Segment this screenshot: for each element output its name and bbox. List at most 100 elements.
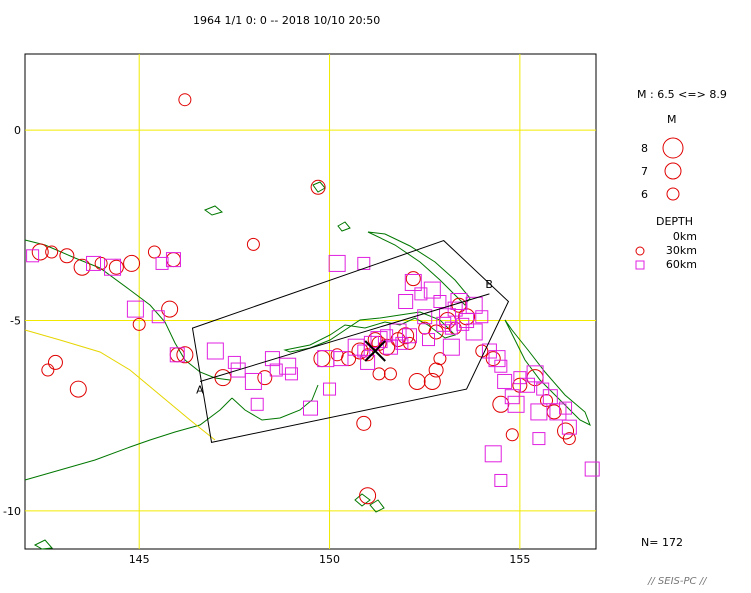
legend-depth-marker xyxy=(635,246,645,256)
chart-title: 1964 1/1 0: 0 -- 2018 10/10 20:50 xyxy=(193,14,380,27)
quake-deep xyxy=(422,333,436,347)
plot-frame xyxy=(24,53,597,550)
legend-magnitude: 8 7 6 xyxy=(641,137,684,201)
coastline-islet-e xyxy=(33,539,54,550)
cross-section-box xyxy=(191,240,510,443)
quake-shallow xyxy=(372,367,386,381)
quake-deep xyxy=(26,249,40,263)
coastline-islet-d xyxy=(369,499,385,513)
quake-shallow xyxy=(451,297,467,313)
quake-shallow xyxy=(405,271,421,287)
quake-deep xyxy=(433,295,447,308)
quake-deep xyxy=(507,395,525,413)
quake-deep xyxy=(230,362,246,378)
quake-deep xyxy=(450,293,468,310)
quake-shallow xyxy=(59,248,75,264)
quake-deep xyxy=(497,373,513,389)
quake-deep xyxy=(264,351,280,367)
quake-deep xyxy=(227,355,241,369)
quake-shallow xyxy=(176,346,194,364)
quake-deep xyxy=(494,473,508,487)
quake-shallow xyxy=(246,237,260,251)
quake-deep xyxy=(401,328,417,344)
y-tick-label: -10 xyxy=(3,505,21,518)
quake-deep xyxy=(584,461,600,477)
legend-depth-label: 30km xyxy=(666,244,697,257)
coastline-islet-b xyxy=(337,221,351,232)
x-tick-label: 150 xyxy=(319,553,340,566)
quake-deep xyxy=(488,350,506,368)
quake-deep xyxy=(104,258,122,276)
quake-shallow xyxy=(546,404,562,420)
quake-deep xyxy=(151,310,165,324)
quake-deep xyxy=(303,400,318,416)
legend-m-marker xyxy=(664,162,682,180)
legend-depth-marker xyxy=(635,260,645,270)
quake-deep xyxy=(561,419,577,435)
quake-deep xyxy=(395,336,409,350)
quake-shallow xyxy=(505,428,519,442)
quake-deep xyxy=(244,372,262,390)
quake-deep xyxy=(417,309,433,325)
quake-deep xyxy=(414,287,428,301)
quake-shallow xyxy=(214,369,232,387)
cross-section-label-a: A xyxy=(196,383,204,396)
quake-deep xyxy=(549,403,567,421)
quake-deep xyxy=(398,294,414,309)
cross-section: AB xyxy=(191,240,510,443)
quake-deep xyxy=(165,252,181,268)
legend-m-label: 6 xyxy=(641,188,648,201)
quake-deep xyxy=(536,382,550,396)
x-tick-label: 155 xyxy=(509,553,530,566)
quake-deep xyxy=(439,308,457,326)
quake-shallow xyxy=(165,252,181,268)
quake-shallow xyxy=(557,422,575,440)
main-event-cross xyxy=(364,340,386,362)
quake-shallow xyxy=(367,332,383,348)
quake-shallow xyxy=(161,300,179,318)
quake-deep xyxy=(250,397,264,411)
quake-shallow xyxy=(356,415,372,431)
quake-deep xyxy=(380,329,394,343)
quake-shallow xyxy=(485,351,501,367)
border-line xyxy=(24,329,216,441)
legend-m-marker xyxy=(662,137,684,159)
quake-shallow xyxy=(423,372,441,390)
quake-deep xyxy=(126,300,144,318)
coastline-new-guinea-south xyxy=(24,397,233,481)
quake-shallow xyxy=(512,377,528,393)
legend-m-label: 8 xyxy=(641,142,648,155)
earthquake-markers xyxy=(26,93,600,505)
quake-deep xyxy=(442,338,460,356)
quake-shallow xyxy=(492,395,510,413)
quake-deep xyxy=(526,365,544,383)
quake-shallow xyxy=(47,354,63,370)
quake-deep xyxy=(444,321,458,335)
quake-shallow xyxy=(132,317,146,331)
quake-deep xyxy=(530,403,548,421)
coastline-new-guinea-north xyxy=(24,239,231,381)
coastline-bougainville xyxy=(504,319,591,427)
quake-shallow xyxy=(31,243,49,261)
quake-deep xyxy=(169,347,185,363)
legend-m-label: 7 xyxy=(641,165,648,178)
quake-deep xyxy=(357,344,371,358)
legend-depth-label: 0km xyxy=(673,230,697,243)
cross-section-line xyxy=(199,293,490,382)
coastline-islet-a xyxy=(312,181,326,193)
quake-deep xyxy=(284,367,298,381)
quake-deep xyxy=(360,354,376,370)
quake-shallow xyxy=(147,245,161,259)
credit-label: // SEIS-PC // xyxy=(647,576,708,587)
grid xyxy=(25,54,596,549)
y-tick-label: -5 xyxy=(10,315,21,328)
quake-deep xyxy=(542,389,558,405)
y-tick-label: 0 xyxy=(14,124,21,137)
quake-shallow xyxy=(108,259,124,275)
axis-tick-labels: 145 150 155 0 -5 -10 xyxy=(3,124,530,566)
quake-shallow xyxy=(41,363,55,377)
quake-deep xyxy=(357,256,371,270)
quake-shallow xyxy=(351,342,369,360)
